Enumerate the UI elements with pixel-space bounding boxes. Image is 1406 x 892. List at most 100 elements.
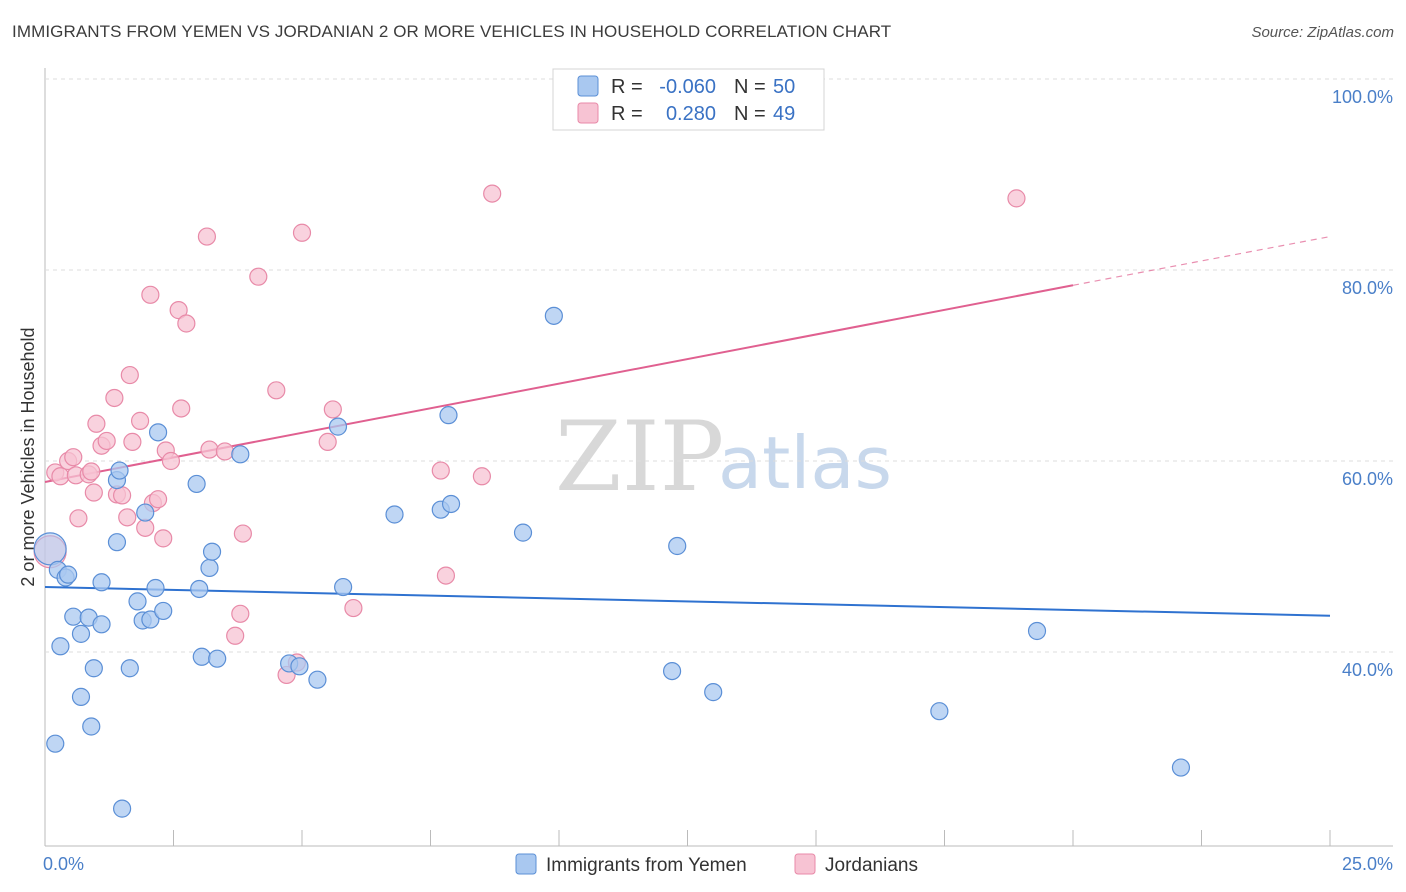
yemen-point (441, 494, 461, 514)
y-tick-label: 40.0% (1342, 660, 1393, 680)
jordanians-point (161, 451, 181, 471)
x-axis-ticks (44, 830, 1331, 846)
x-tick-label: 0.0% (43, 854, 84, 874)
jordanians-point (118, 508, 137, 527)
yemen-point (231, 445, 250, 464)
jordanians-point (249, 267, 268, 286)
yemen-point (328, 417, 348, 436)
yemen-point (146, 578, 165, 598)
jordanians-point (154, 529, 173, 548)
x-axis-tick-labels: 0.0% 25.0% (43, 854, 1393, 874)
jordanians-point (51, 467, 70, 486)
yemen-point (704, 683, 723, 702)
yemen-point (662, 661, 682, 681)
jordanians-point (130, 411, 150, 430)
yemen-point (46, 734, 65, 753)
yemen-point (308, 670, 327, 689)
yemen-point (187, 474, 206, 494)
jordanians-point (123, 432, 142, 451)
jordanians-point (431, 461, 450, 480)
yemen-point (128, 592, 147, 611)
jordanians-point (323, 400, 342, 419)
jordanians-point (215, 442, 234, 461)
y-axis-title: 2 or more Vehicles in Household (18, 327, 38, 586)
yemen-point (208, 649, 227, 668)
legend-r-label-yemen: R = (611, 76, 643, 98)
yemen-point (668, 536, 687, 556)
yemen-point (92, 573, 111, 592)
jordanians-point (231, 604, 250, 623)
jordanians-point (172, 399, 191, 418)
trend-line-yemen (44, 586, 1331, 617)
yemen-point (148, 423, 168, 442)
jordanians-point (197, 227, 217, 246)
yemen-point (64, 607, 83, 626)
jordanians-point (177, 314, 196, 333)
jordanians-point (436, 566, 456, 585)
source-credit: Source: ZipAtlas.com (1251, 24, 1394, 41)
legend-n-value-yemen: 50 (773, 76, 795, 98)
yemen-point (110, 461, 129, 480)
jordanians-point (84, 483, 103, 502)
trend-line-jordanians-extrapolated (1072, 235, 1331, 286)
jordanians-point (1007, 189, 1026, 208)
yemen-point (439, 406, 458, 425)
yemen-point (513, 523, 533, 542)
legend-n-label-jordanians: N = (734, 103, 766, 125)
jordanians-point (82, 462, 101, 481)
yemen-point (1027, 621, 1047, 641)
yemen-point (385, 505, 404, 524)
legend-n-value-jordanians: 49 (773, 103, 795, 125)
chart-title: IMMIGRANTS FROM YEMEN VS JORDANIAN 2 OR … (12, 22, 892, 41)
legend-r-value-jordanians: 0.280 (666, 103, 716, 125)
jordanians-point (267, 381, 286, 400)
y-tick-label: 80.0% (1342, 278, 1393, 298)
series-legend-label-jordanians: Jordanians (825, 855, 918, 876)
yemen-point (51, 637, 70, 656)
jordanians-point (226, 626, 245, 645)
jordanians-point (97, 431, 116, 451)
yemen-point (192, 647, 211, 666)
yemen-point (84, 659, 103, 678)
yemen-points (33, 306, 1191, 818)
jordanians-point (141, 285, 160, 304)
jordanians-point (233, 524, 252, 543)
jordanians-point (112, 486, 132, 505)
correlation-legend: R = -0.060 N = 50 R = 0.280 N = 49 (552, 68, 825, 131)
x-tick-label: 25.0% (1342, 854, 1393, 874)
yemen-point (33, 532, 67, 566)
watermark-zip: ZIP (555, 401, 724, 513)
jordanians-point (292, 223, 312, 242)
yemen-point (154, 601, 173, 621)
jordanians-point (472, 467, 491, 486)
jordanians-point (69, 509, 88, 528)
y-tick-label: 100.0% (1332, 87, 1393, 107)
yemen-point (544, 306, 563, 325)
series-legend-label-yemen: Immigrants from Yemen (546, 855, 747, 876)
yemen-point (71, 687, 91, 706)
y-axis-tick-labels: 40.0% 60.0% 80.0% 100.0% (1332, 87, 1393, 680)
gridlines (45, 78, 1393, 653)
yemen-point (190, 579, 209, 599)
yemen-point (120, 659, 139, 678)
watermark-atlas: atlas (718, 421, 892, 505)
jordanians-point (105, 388, 124, 408)
yemen-point (202, 542, 222, 561)
yemen-point (200, 558, 219, 578)
yemen-point (1171, 758, 1191, 777)
jordanians-point (318, 432, 337, 451)
legend-r-value-yemen: -0.060 (659, 76, 716, 98)
jordanians-point (169, 301, 188, 320)
yemen-point (112, 799, 132, 818)
legend-n-label-yemen: N = (734, 76, 766, 98)
jordanians-point (483, 184, 502, 203)
legend-swatch-jordanians (577, 102, 599, 124)
jordanians-point (87, 414, 106, 433)
jordanians-point (148, 490, 168, 509)
yemen-point (82, 717, 101, 736)
yemen-point (59, 565, 78, 584)
yemen-point (71, 624, 91, 643)
jordanians-point (344, 598, 363, 618)
yemen-point (141, 610, 160, 629)
